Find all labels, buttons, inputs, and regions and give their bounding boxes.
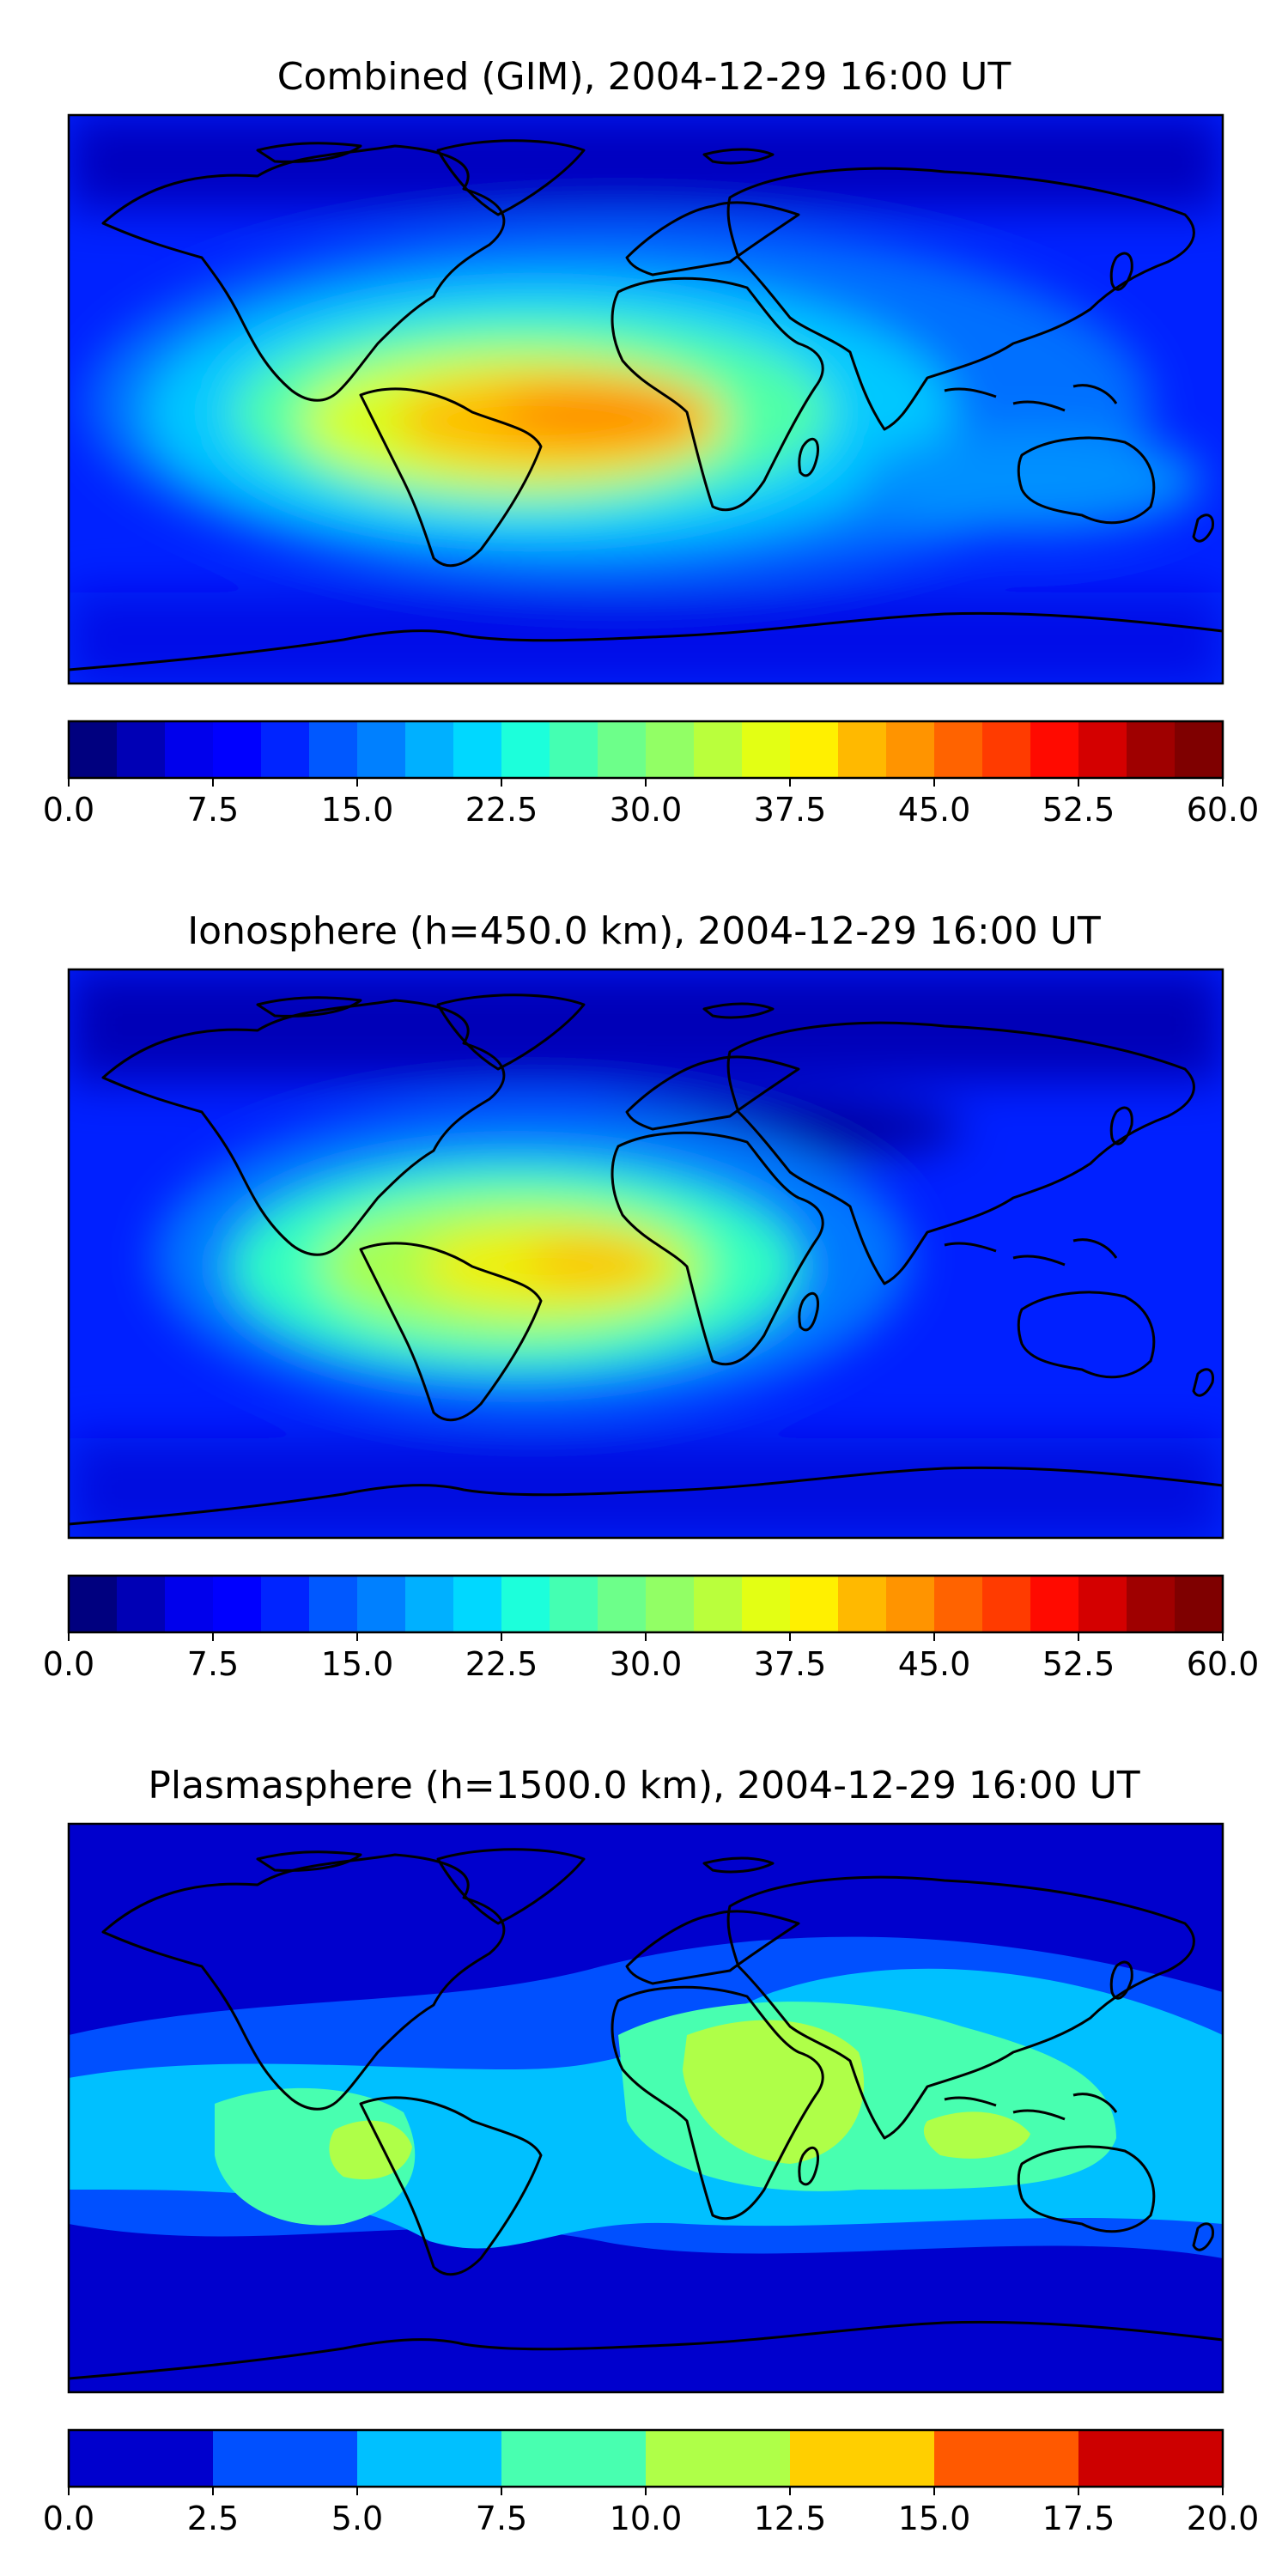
colorbar-tick-label: 30.0 xyxy=(610,1645,683,1683)
colorbar-swatch xyxy=(694,1576,743,1632)
colorbar-swatch xyxy=(357,1576,406,1632)
colorbar-tick-label: 12.5 xyxy=(754,2500,827,2537)
colorbar-tick-label: 0.0 xyxy=(43,1645,94,1683)
chart-title: Plasmasphere (h=1500.0 km), 2004-12-29 1… xyxy=(148,1764,1140,1807)
colorbar-swatch xyxy=(1175,721,1224,778)
map-combined xyxy=(67,113,1224,685)
colorbar-swatch xyxy=(1078,2430,1224,2487)
colorbar-swatch xyxy=(550,1576,598,1632)
colorbar-swatch xyxy=(69,2430,214,2487)
colorbar-tick-label: 17.5 xyxy=(1042,2500,1115,2537)
colorbar-swatch xyxy=(309,721,358,778)
colorbar-swatch xyxy=(742,1576,791,1632)
colorbar-tick-label: 52.5 xyxy=(1042,791,1115,829)
colorbar-swatch xyxy=(69,721,118,778)
colorbar-tick-label: 37.5 xyxy=(754,1645,827,1683)
colorbar-swatch xyxy=(1078,1576,1127,1632)
colorbar-tick-label: 60.0 xyxy=(1187,791,1260,829)
colorbar-tick-label: 30.0 xyxy=(610,791,683,829)
chart-title: Ionosphere (h=450.0 km), 2004-12-29 16:0… xyxy=(187,909,1101,953)
colorbar-swatch xyxy=(694,721,743,778)
colorbar-tick-label: 7.5 xyxy=(476,2500,527,2537)
colorbar-swatch xyxy=(886,721,935,778)
colorbar-swatch xyxy=(261,721,310,778)
colorbar-swatch xyxy=(934,2430,1079,2487)
colorbar-swatch xyxy=(886,1576,935,1632)
tec-field xyxy=(69,969,1223,1538)
colorbar-swatch xyxy=(598,1576,647,1632)
colorbar-swatch xyxy=(1127,721,1176,778)
colorbar-tick-label: 45.0 xyxy=(898,1645,971,1683)
colorbar-tick-label: 10.0 xyxy=(610,2500,683,2537)
colorbar-swatch xyxy=(213,721,262,778)
panel-combined: Combined (GIM), 2004-12-29 16:00 UT xyxy=(0,0,1288,859)
colorbar-swatch xyxy=(790,721,839,778)
colorbar-tick-label: 15.0 xyxy=(898,2500,971,2537)
colorbar-tick-label: 20.0 xyxy=(1187,2500,1260,2537)
colorbar-swatch xyxy=(1078,721,1127,778)
colorbar-tick-label: 7.5 xyxy=(187,791,239,829)
colorbar-swatch xyxy=(405,721,454,778)
colorbar-swatch xyxy=(309,1576,358,1632)
colorbar-tick-label: 52.5 xyxy=(1042,1645,1115,1683)
colorbar-swatch xyxy=(934,721,983,778)
colorbar-swatch xyxy=(934,1576,983,1632)
colorbar-swatch xyxy=(1030,1576,1079,1632)
colorbar-tick-label: 0.0 xyxy=(43,2500,94,2537)
colorbar-swatch xyxy=(838,1576,887,1632)
colorbar-swatch xyxy=(790,2430,935,2487)
colorbar-swatch xyxy=(646,2430,791,2487)
colorbar-combined: 0.0 7.5 15.0 22.5 30.0 37.5 45.0 52.5 60.0 xyxy=(43,720,1260,829)
colorbar-swatch xyxy=(1127,1576,1176,1632)
colorbar-tick-label: 60.0 xyxy=(1187,1645,1260,1683)
colorbar-swatch xyxy=(598,721,647,778)
colorbar-swatch xyxy=(550,721,598,778)
colorbar-tick-label: 22.5 xyxy=(465,791,538,829)
colorbar-tick-label: 45.0 xyxy=(898,791,971,829)
colorbar-swatch xyxy=(357,721,406,778)
colorbar-tick-label: 22.5 xyxy=(465,1645,538,1683)
colorbar-tick-label: 7.5 xyxy=(187,1645,239,1683)
map-plasmasphere xyxy=(67,1822,1224,2394)
colorbar-tick-label: 15.0 xyxy=(321,791,394,829)
colorbar-tick-label: 5.0 xyxy=(331,2500,383,2537)
colorbar-swatch xyxy=(117,721,166,778)
colorbar-swatch xyxy=(117,1576,166,1632)
tec-field xyxy=(69,1824,1223,2392)
colorbar-tick-label: 2.5 xyxy=(187,2500,239,2537)
colorbar-swatch xyxy=(790,1576,839,1632)
colorbar-swatch xyxy=(213,2430,358,2487)
colorbar-swatch xyxy=(646,1576,695,1632)
colorbar-swatch xyxy=(357,2430,502,2487)
colorbar-swatch xyxy=(213,1576,262,1632)
colorbar-tick-label: 0.0 xyxy=(43,791,94,829)
colorbar-ionosphere: 0.0 7.5 15.0 22.5 30.0 37.5 45.0 52.5 60.0 xyxy=(43,1574,1260,1683)
colorbar-swatch xyxy=(501,721,550,778)
colorbar-swatch xyxy=(501,2430,647,2487)
chart-title: Combined (GIM), 2004-12-29 16:00 UT xyxy=(276,55,1012,99)
colorbar-swatch xyxy=(453,721,502,778)
colorbar-swatch xyxy=(165,721,214,778)
colorbar-swatch xyxy=(453,1576,502,1632)
colorbar-swatch xyxy=(742,721,791,778)
colorbar-swatch xyxy=(982,1576,1031,1632)
colorbar-tick-label: 15.0 xyxy=(321,1645,394,1683)
colorbar-swatch xyxy=(646,721,695,778)
panel-ionosphere: Ionosphere (h=450.0 km), 2004-12-29 16:0… xyxy=(0,854,1288,1713)
colorbar-swatch xyxy=(982,721,1031,778)
colorbar-swatch xyxy=(165,1576,214,1632)
map-ionosphere xyxy=(67,968,1224,1540)
colorbar-swatch xyxy=(261,1576,310,1632)
colorbar-swatch xyxy=(501,1576,550,1632)
colorbar-swatch xyxy=(1175,1576,1224,1632)
panel-plasmasphere: Plasmasphere (h=1500.0 km), 2004-12-29 1… xyxy=(0,1709,1288,2576)
colorbar-plasmasphere: 0.0 2.5 5.0 7.5 10.0 12.5 15.0 17.5 20.0 xyxy=(43,2428,1260,2537)
colorbar-swatch xyxy=(838,721,887,778)
colorbar-swatch xyxy=(405,1576,454,1632)
colorbar-tick-label: 37.5 xyxy=(754,791,827,829)
colorbar-swatch xyxy=(1030,721,1079,778)
tec-field xyxy=(69,115,1223,683)
colorbar-swatch xyxy=(69,1576,118,1632)
